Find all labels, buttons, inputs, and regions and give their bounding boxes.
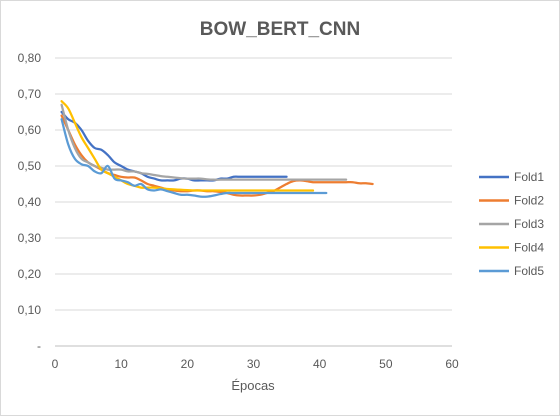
y-tick-label: 0,40 [18,195,42,209]
series-line-fold5 [60,118,328,198]
y-tick-label: 0,10 [18,303,42,317]
x-tick-label: 30 [247,357,261,371]
y-tick-label: 0,30 [18,231,42,245]
chart-title: BOW_BERT_CNN [200,19,360,40]
y-tick-label: - [37,339,41,353]
y-tick-label: 0,20 [18,267,42,281]
series-line-fold3 [60,103,348,181]
legend-label-fold4: Fold4 [514,241,544,255]
x-tick-label: 60 [445,357,459,371]
legend-label-fold1: Fold1 [514,170,544,184]
legend-label-fold5: Fold5 [514,264,544,278]
x-tick-label: 40 [313,357,327,371]
legend-label-fold3: Fold3 [514,217,544,231]
gridlines [55,57,452,311]
x-tick-label: 20 [181,357,195,371]
series-line-fold1 [60,110,288,182]
x-tick-label: 10 [114,357,128,371]
legend: Fold1 Fold2 Fold3 Fold4 Fold5 [479,170,544,278]
y-tick-label: 0,50 [18,159,42,173]
axes: - 0,10 0,20 0,30 0,40 0,50 0,60 0,70 0,80 0 10 20 30… [18,51,459,371]
y-tick-label: 0,80 [18,51,42,65]
y-tick-label: 0,70 [18,87,42,101]
legend-label-fold2: Fold2 [514,194,544,208]
series-lines [60,100,374,198]
y-tick-label: 0,60 [18,123,42,137]
x-axis-title: Épocas [231,378,275,393]
x-tick-label: 50 [379,357,393,371]
x-tick-label: 0 [52,357,59,371]
